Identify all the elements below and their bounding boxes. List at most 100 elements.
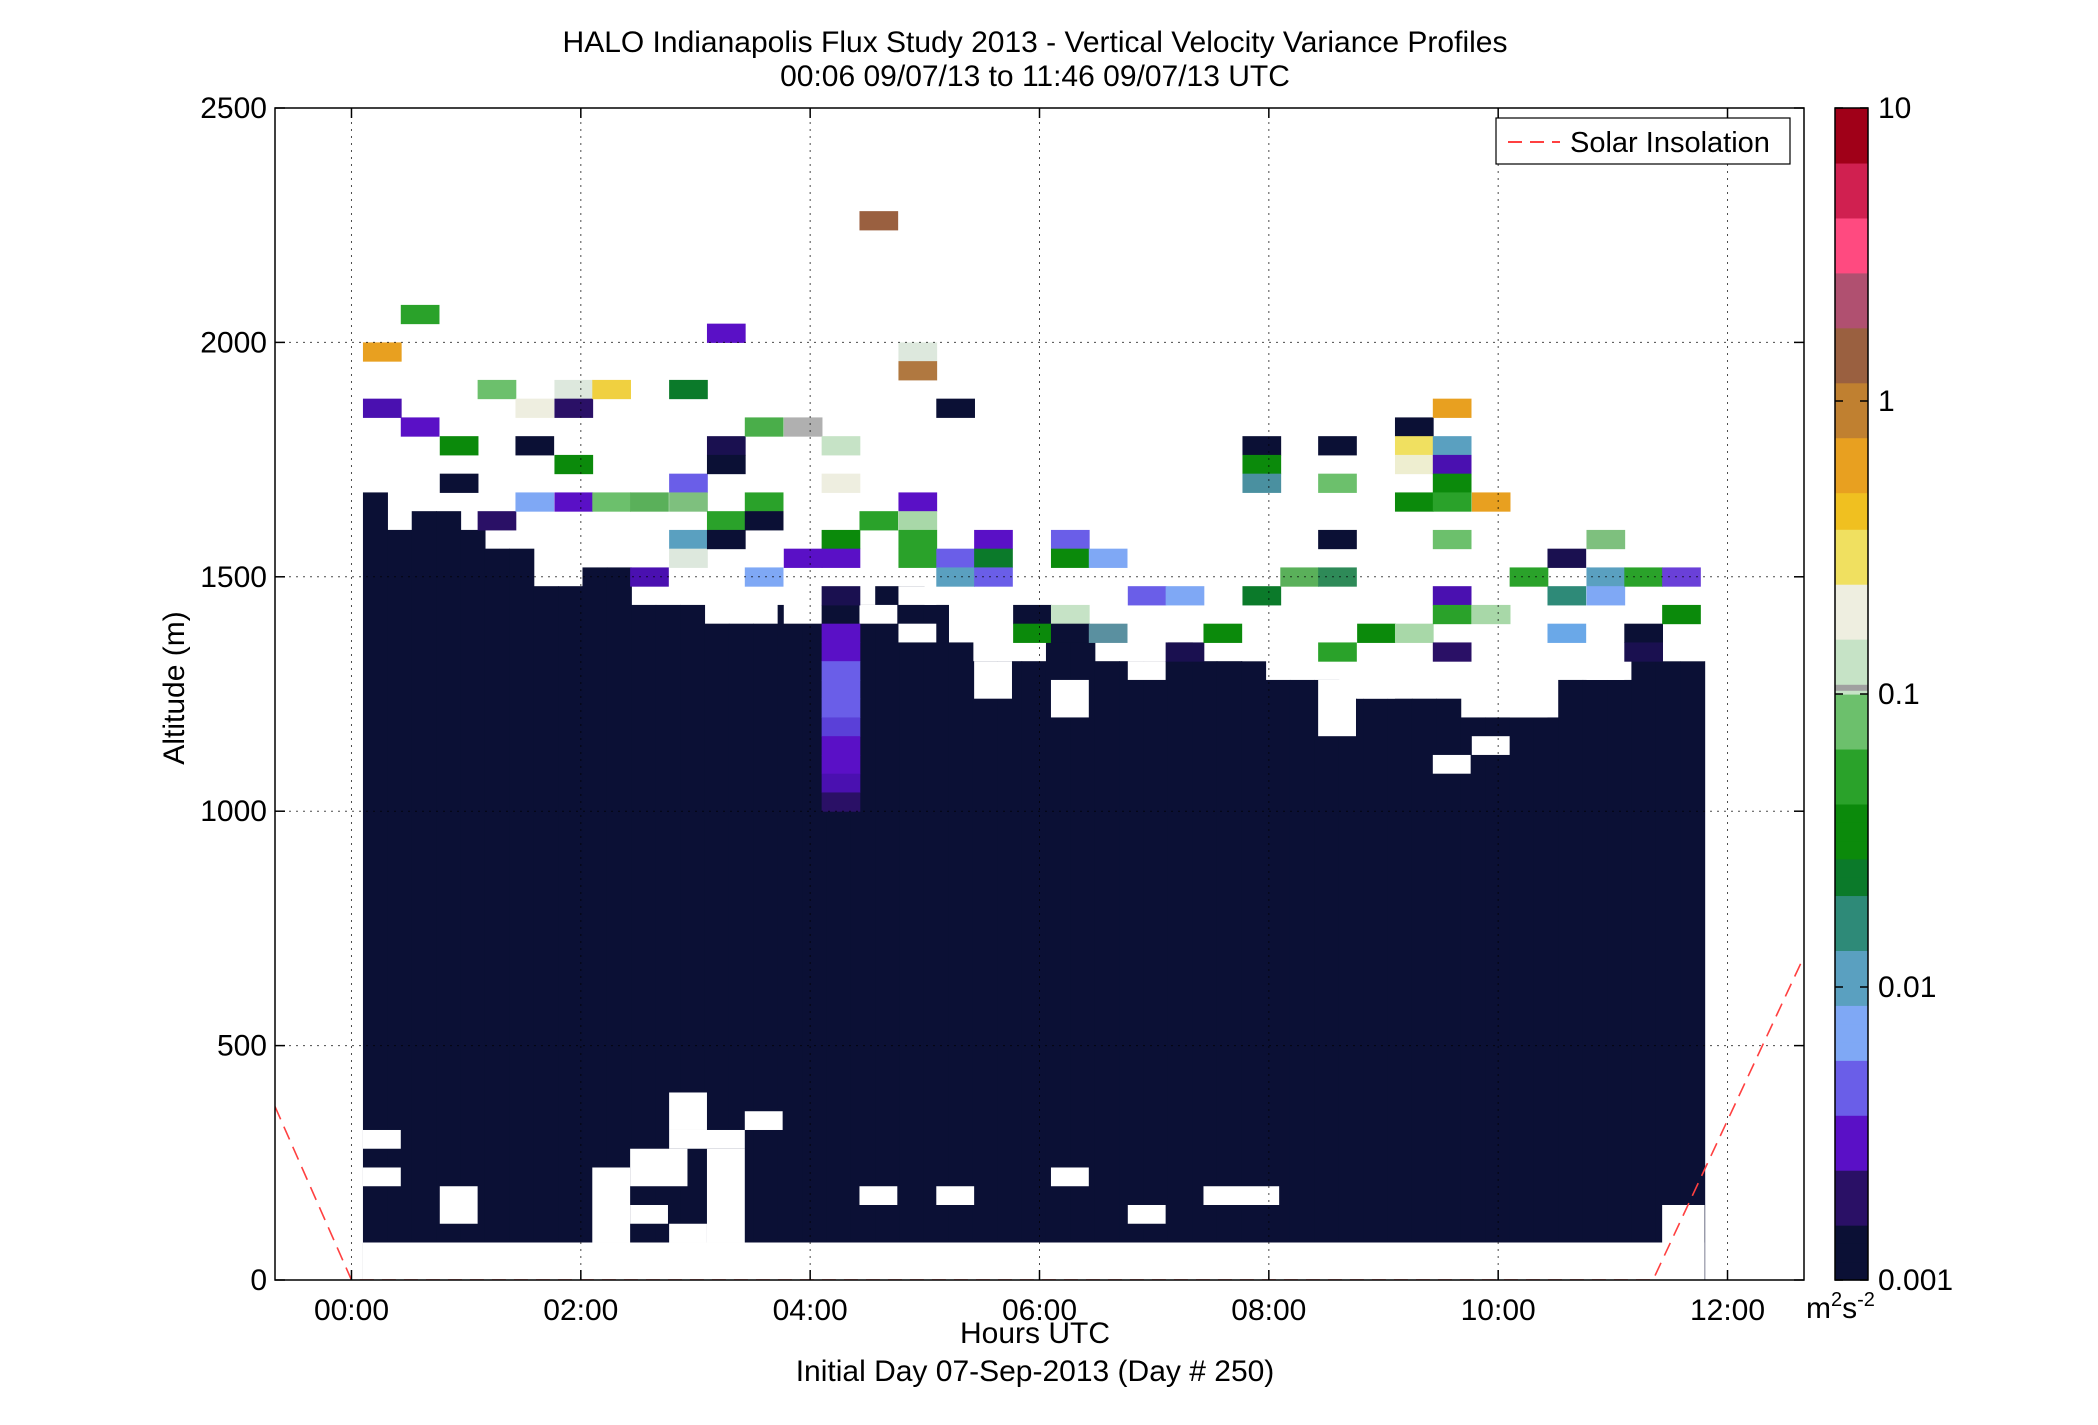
colorbar-band	[1835, 272, 1868, 292]
heatmap-cell	[1242, 436, 1282, 456]
colorbar-band	[1835, 1206, 1868, 1226]
heatmap-gap	[1050, 679, 1089, 718]
heatmap-gap	[898, 623, 937, 643]
x-tick-label: 08:00	[1231, 1294, 1306, 1327]
heatmap-cell	[515, 436, 555, 456]
heatmap-gap	[783, 586, 822, 624]
heatmap-column	[777, 604, 803, 1280]
x-axis-label: Hours UTC	[960, 1317, 1110, 1350]
heatmap-cell	[1432, 473, 1472, 493]
colorbar-band	[1835, 236, 1868, 256]
heatmap-cell	[439, 436, 479, 456]
heatmap-gap	[859, 604, 898, 624]
colorbar-band	[1835, 291, 1868, 311]
colorbar-band	[1835, 199, 1868, 219]
heatmap-cell	[1280, 567, 1319, 587]
heatmap-cell	[859, 211, 899, 231]
heatmap-cell	[821, 623, 861, 643]
heatmap-column	[1289, 679, 1315, 1280]
x-tick-label: 02:00	[543, 1294, 618, 1327]
heatmap-cell	[1432, 492, 1472, 512]
heatmap-cell	[1127, 586, 1167, 606]
heatmap-cell	[1432, 604, 1472, 625]
colorbar-band	[1835, 254, 1868, 274]
colorbar-band	[1835, 767, 1868, 787]
heatmap-cell	[898, 342, 938, 362]
heatmap-column	[1094, 661, 1120, 1280]
colorbar-band	[1835, 181, 1868, 201]
heatmap-cell	[821, 754, 861, 775]
heatmap-column	[899, 586, 925, 1280]
heatmap-column	[484, 548, 510, 1280]
heatmap-column	[387, 529, 413, 1280]
colorbar-band	[1835, 684, 1868, 691]
colorbar-band	[1835, 858, 1868, 878]
solar-insolation-line	[275, 956, 1804, 1280]
heatmap-column	[875, 586, 901, 1280]
heatmap-cell	[1394, 623, 1434, 643]
heatmap-cell	[974, 548, 1013, 568]
colorbar-band	[1835, 748, 1868, 768]
colorbar-unit-s: s	[1842, 1292, 1857, 1325]
heatmap-cell	[630, 567, 669, 587]
heatmap-gap	[362, 1167, 401, 1187]
heatmap-cell	[821, 642, 861, 662]
heatmap-column	[1167, 642, 1193, 1280]
colorbar-band	[1835, 346, 1868, 365]
colorbar-unit: m2s-2	[1806, 1289, 1875, 1325]
heatmap-cell	[439, 473, 479, 493]
heatmap-gap	[1203, 1186, 1280, 1205]
heatmap-cell	[362, 398, 402, 418]
heatmap-gap	[1127, 1204, 1166, 1224]
colorbar-band	[1835, 401, 1868, 420]
colorbar-unit-m: m	[1806, 1292, 1831, 1325]
colorbar-ticks: 10 1 0.1 0.01 0.001	[1835, 92, 1953, 1297]
heatmap-gap	[1127, 623, 1166, 662]
heatmap-gap	[1242, 642, 1281, 662]
colorbar-band	[1835, 1170, 1868, 1190]
heatmap-cell	[898, 529, 938, 550]
colorbar-tick-label: 1	[1878, 385, 1895, 418]
heatmap-cell	[706, 529, 746, 550]
colorbar-band	[1835, 162, 1868, 182]
solar-insolation-series	[275, 956, 1804, 1280]
heatmap-cell	[1432, 454, 1472, 475]
heatmap-cell	[1586, 586, 1626, 606]
colorbar-band	[1835, 639, 1868, 658]
colorbar-band	[1835, 144, 1868, 164]
heatmap-cell	[1318, 642, 1357, 662]
heatmap-cell	[1432, 398, 1472, 418]
heatmap-cell	[974, 529, 1013, 550]
colorbar-band	[1835, 1041, 1868, 1061]
heatmap-cell	[1432, 436, 1472, 456]
colorbar-band	[1835, 803, 1868, 823]
heatmap-column	[1485, 717, 1511, 1280]
colorbar-band	[1835, 584, 1868, 604]
heatmap-cell	[1471, 604, 1511, 625]
colorbar-band	[1835, 1078, 1868, 1098]
heatmap-cell	[400, 304, 440, 325]
colorbar-band	[1835, 1096, 1868, 1116]
colorbar-band	[1835, 1225, 1868, 1244]
y-tick-label: 2000	[200, 326, 267, 359]
colorbar-band	[1835, 694, 1868, 713]
heatmap-cell	[554, 454, 594, 475]
heatmap-cell	[1432, 586, 1472, 606]
heatmap-column	[1387, 698, 1413, 1280]
colorbar-bands	[1835, 108, 1868, 1281]
heatmap-cells	[362, 211, 1706, 1280]
heatmap-cell	[783, 548, 823, 568]
colorbar-band	[1835, 382, 1868, 402]
x-tick-label: 10:00	[1461, 1294, 1536, 1327]
heatmap-column	[582, 567, 608, 1280]
heatmap-cell	[706, 511, 746, 531]
y-axis-label: Altitude (m)	[158, 611, 191, 764]
heatmap-cell	[1357, 623, 1396, 643]
heatmap-gap	[898, 586, 937, 605]
colorbar-band	[1835, 932, 1868, 951]
plot-area	[274, 107, 1805, 1281]
heatmap-cell	[821, 661, 861, 681]
heatmap-cell	[669, 529, 708, 550]
heatmap-cell	[1242, 454, 1282, 475]
y-tick-label: 1000	[200, 795, 267, 828]
